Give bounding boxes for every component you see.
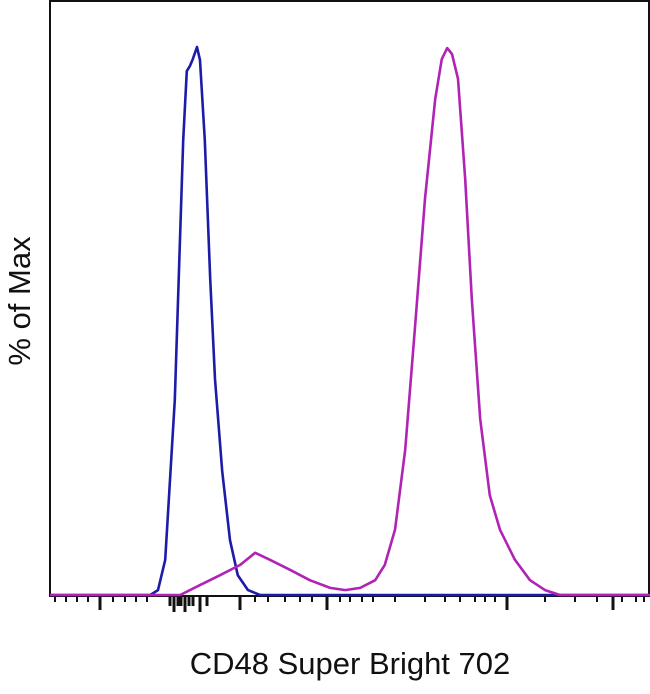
axes (49, 0, 650, 612)
histogram-series-1 (50, 45, 650, 597)
plot-frame (49, 0, 650, 597)
histogram-series-2 (50, 46, 650, 597)
series-group (50, 45, 650, 597)
x-axis-label: CD48 Super Bright 702 (189, 646, 511, 681)
y-axis-label: % of Max (2, 236, 37, 366)
